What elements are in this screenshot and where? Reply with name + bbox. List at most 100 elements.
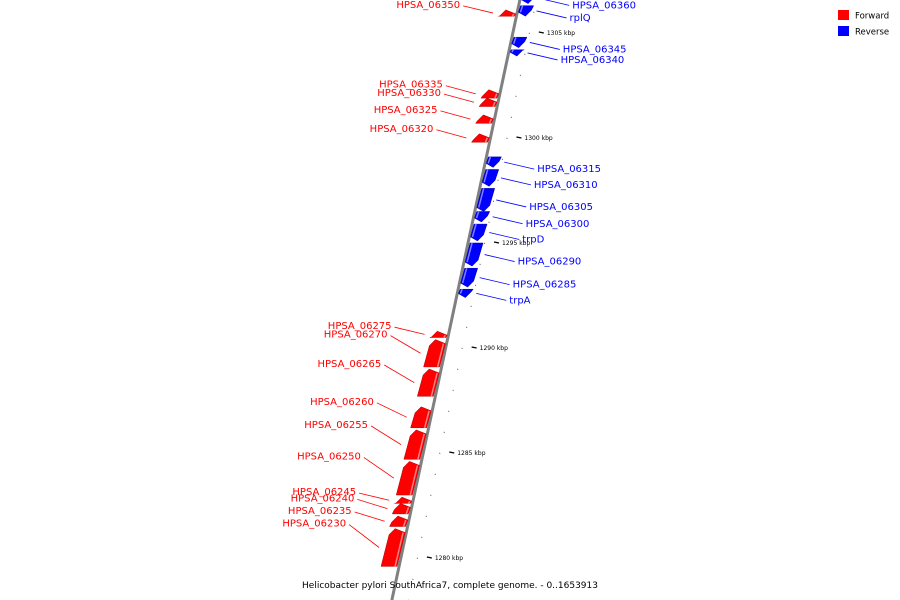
gene-highlight — [430, 372, 438, 397]
tick-label: 1305 kbp — [547, 30, 575, 37]
reverse-gene-leader — [476, 293, 507, 301]
gene-highlight — [459, 288, 463, 294]
tick-mark — [426, 556, 432, 559]
position-ticks: 1305 kbp 1300 kbp 1295 kbp 1290 kbp 1285 kbp… — [407, 11, 575, 600]
reverse-gene-label: rplQ — [570, 13, 591, 24]
minor-tick — [528, 32, 531, 34]
legend-reverse-label: Reverse — [855, 28, 889, 38]
forward-gene-label: HPSA_06330 — [377, 88, 441, 99]
tick-mark — [538, 31, 544, 34]
minor-tick — [434, 473, 436, 475]
forward-gene-leader — [445, 85, 476, 95]
forward-gene — [380, 528, 406, 567]
forward-gene — [471, 133, 490, 143]
forward-gene-label: HPSA_06245 — [292, 487, 356, 498]
forward-gene — [480, 89, 500, 99]
gene-highlight — [511, 13, 515, 17]
forward-gene-label: HPSA_06320 — [370, 124, 434, 135]
tick-label: 1280 kbp — [435, 555, 463, 562]
tick-mark — [449, 451, 455, 454]
gene-highlight — [484, 137, 489, 143]
gene-highlight — [494, 93, 498, 99]
forward-gene-leader — [359, 492, 390, 501]
reverse-gene — [476, 188, 496, 212]
tick-mark — [516, 136, 522, 139]
reverse-gene-leader — [496, 199, 527, 208]
legend-reverse-swatch — [838, 26, 849, 36]
reverse-gene-leader — [536, 10, 567, 19]
forward-gene — [389, 515, 409, 527]
forward-gene — [391, 503, 411, 515]
minor-tick — [479, 263, 481, 265]
forward-gene-label: HPSA_06335 — [379, 80, 443, 91]
forward-gene — [498, 9, 517, 17]
minor-tick — [488, 221, 490, 223]
gene-highlight — [394, 532, 404, 567]
gene-highlight — [407, 500, 411, 504]
forward-gene-leader — [357, 499, 388, 510]
genome-caption: Helicobacter pylori SouthAfrica7, comple… — [302, 581, 598, 591]
forward-gene-leader — [462, 5, 494, 14]
tick-mark — [471, 346, 477, 349]
forward-gene-label: HPSA_06350 — [396, 0, 460, 11]
minor-tick — [515, 95, 517, 97]
gene-highlight — [488, 118, 493, 124]
minor-tick — [456, 368, 459, 370]
minor-tick — [510, 116, 513, 118]
reverse-gene-leader — [489, 232, 520, 240]
forward-gene-leader — [354, 511, 385, 522]
forward-gene-label: HPSA_06325 — [374, 105, 438, 116]
reverse-gene-leader — [492, 216, 523, 225]
minor-tick — [452, 389, 454, 391]
tick-label: 1300 kbp — [524, 135, 552, 142]
reverse-gene — [521, 0, 533, 4]
forward-gene-leader — [443, 93, 475, 103]
genome-backbone — [390, 0, 522, 600]
reverse-gene — [509, 49, 525, 57]
reverse-gene-label: HPSA_06290 — [518, 257, 582, 268]
forward-gene-label: HPSA_06255 — [304, 420, 368, 431]
forward-gene-label: HPSA_06235 — [288, 506, 352, 517]
gene-highlight — [475, 211, 480, 219]
minor-tick — [533, 11, 535, 13]
minor-tick — [443, 431, 445, 433]
reverse-gene-leader — [500, 177, 532, 186]
gene-highlight — [417, 433, 425, 460]
forward-gene-label: HPSA_06275 — [328, 321, 392, 332]
forward-gene-leader — [440, 110, 471, 120]
reverse-gene-leader — [527, 52, 558, 61]
minor-tick — [524, 53, 526, 55]
forward-gene-label: HPSA_06230 — [282, 519, 346, 530]
gene-highlight — [471, 223, 477, 238]
gene-highlight — [487, 156, 492, 164]
reverse-gene-label: HPSA_06285 — [513, 280, 577, 291]
forward-gene-leader — [348, 524, 380, 548]
reverse-gene-label: HPSA_06360 — [572, 0, 636, 11]
reverse-gene-leader — [529, 42, 560, 50]
forward-gene-leader — [394, 326, 425, 335]
reverse-gene-leader — [484, 254, 515, 262]
forward-gene-leader — [363, 457, 395, 479]
forward-gene — [395, 461, 420, 496]
forward-gene-label: HPSA_06270 — [324, 330, 388, 341]
minor-tick — [421, 536, 423, 538]
minor-tick — [492, 200, 495, 202]
gene-highlight — [483, 169, 489, 183]
gene-highlight — [512, 36, 517, 44]
minor-tick — [416, 557, 419, 559]
forward-gene-label: HPSA_06265 — [317, 359, 381, 370]
legend-forward-swatch — [838, 10, 849, 20]
minor-tick — [448, 410, 450, 412]
minor-tick — [483, 242, 486, 244]
reverse-gene-label: HPSA_06345 — [563, 44, 627, 55]
forward-gene-leader — [436, 129, 467, 139]
forward-gene — [478, 97, 498, 107]
reverse-gene-label: HPSA_06300 — [526, 219, 590, 230]
minor-tick — [506, 137, 508, 139]
minor-tick — [470, 305, 472, 307]
minor-tick — [501, 158, 504, 160]
forward-gene — [403, 429, 427, 460]
gene-highlight — [423, 410, 430, 428]
